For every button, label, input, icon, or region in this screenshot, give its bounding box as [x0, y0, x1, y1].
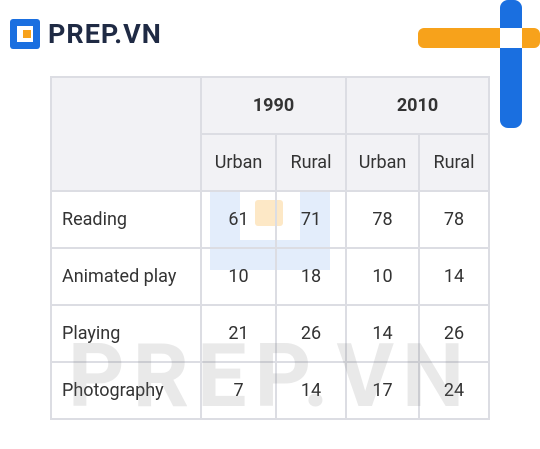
table-row: Photography 7 14 17 24 [50, 361, 490, 420]
table-row: Playing 21 26 14 26 [50, 304, 490, 363]
subheader: Urban [200, 133, 277, 192]
cell-value: 10 [200, 247, 277, 306]
header-row: 1990 2010 [50, 76, 490, 192]
cell-value: 78 [418, 190, 490, 249]
cell-value: 71 [275, 190, 347, 249]
logo-icon [10, 19, 40, 49]
table-row: Animated play 10 18 10 14 [50, 247, 490, 306]
cell-value: 24 [418, 361, 490, 420]
row-label: Playing [50, 304, 202, 363]
cell-value: 14 [275, 361, 347, 420]
subheader: Urban [345, 133, 420, 192]
row-label: Photography [50, 361, 202, 420]
table-row: Reading 61 71 78 78 [50, 190, 490, 249]
row-label: Animated play [50, 247, 202, 306]
cell-value: 7 [200, 361, 277, 420]
year-header: 2010 [345, 76, 490, 135]
logo: PREP.VN [10, 18, 162, 50]
corner-cell [50, 76, 202, 192]
cell-value: 61 [200, 190, 277, 249]
cell-value: 17 [345, 361, 420, 420]
cell-value: 26 [418, 304, 490, 363]
cell-value: 14 [345, 304, 420, 363]
subheader: Rural [418, 133, 490, 192]
cell-value: 14 [418, 247, 490, 306]
cell-value: 21 [200, 304, 277, 363]
data-table: 1990 2010 Urban Rural Urban Rural Reading 61 71 7… [50, 76, 490, 420]
subheader: Rural [275, 133, 347, 192]
corner-decoration [418, 0, 540, 128]
subheader-row: Urban Rural Urban Rural [51, 133, 490, 192]
logo-text: PREP.VN [48, 18, 162, 50]
cell-value: 78 [345, 190, 420, 249]
cell-value: 18 [275, 247, 347, 306]
cell-value: 26 [275, 304, 347, 363]
cell-value: 10 [345, 247, 420, 306]
row-label: Reading [50, 190, 202, 249]
year-header: 1990 [200, 76, 347, 135]
